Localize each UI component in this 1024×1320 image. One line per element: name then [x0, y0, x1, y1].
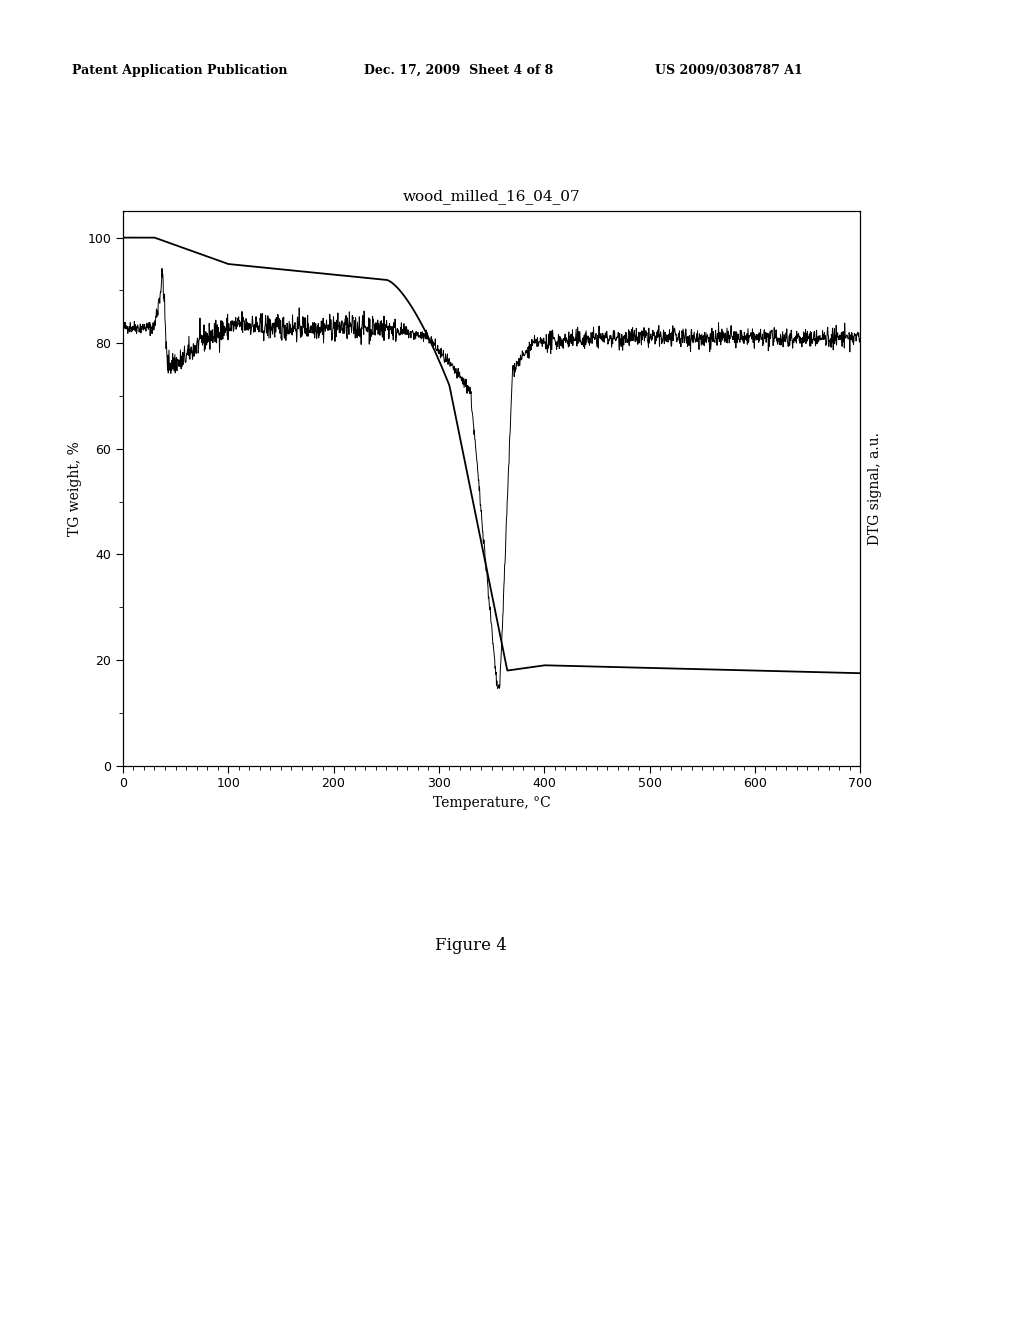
Text: Figure 4: Figure 4: [435, 937, 507, 954]
Text: Dec. 17, 2009  Sheet 4 of 8: Dec. 17, 2009 Sheet 4 of 8: [364, 63, 553, 77]
Text: US 2009/0308787 A1: US 2009/0308787 A1: [655, 63, 803, 77]
Title: wood_milled_16_04_07: wood_milled_16_04_07: [402, 189, 581, 205]
Y-axis label: TG weight, %: TG weight, %: [68, 441, 82, 536]
X-axis label: Temperature, °C: Temperature, °C: [433, 796, 550, 810]
Y-axis label: DTG signal, a.u.: DTG signal, a.u.: [868, 432, 883, 545]
Text: Patent Application Publication: Patent Application Publication: [72, 63, 287, 77]
